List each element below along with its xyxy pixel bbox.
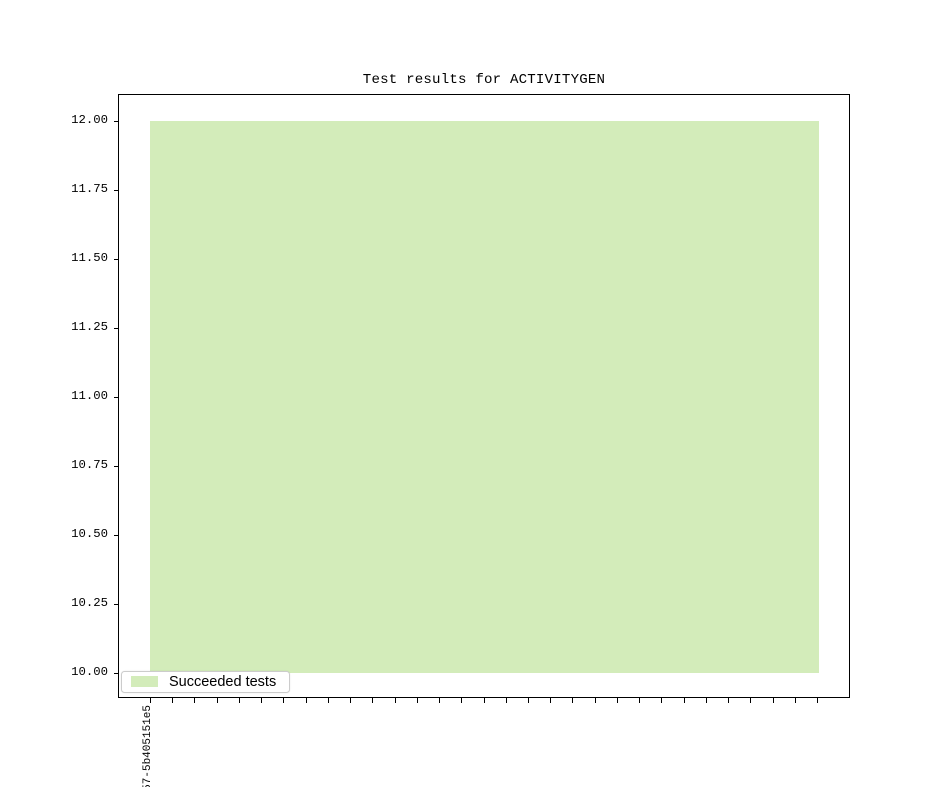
- svg-text:d157-5b405151e5: d157-5b405151e5: [142, 705, 154, 787]
